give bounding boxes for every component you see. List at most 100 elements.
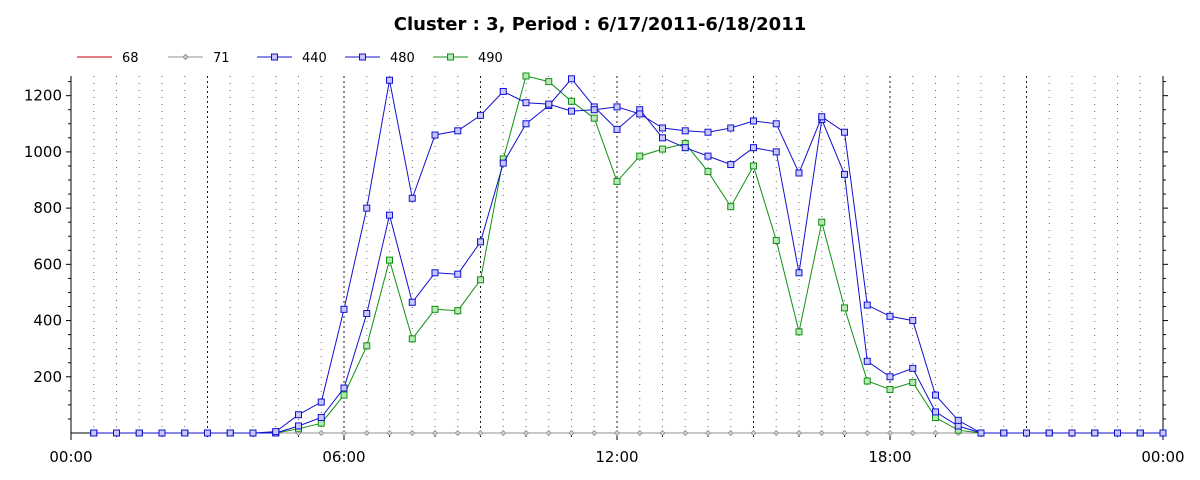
x-tick-label: 18:00 bbox=[868, 448, 911, 466]
data-point bbox=[1068, 429, 1076, 437]
data-point bbox=[863, 357, 871, 365]
data-point bbox=[477, 238, 484, 246]
data-point bbox=[727, 429, 734, 437]
data-point bbox=[659, 134, 666, 142]
data-point bbox=[727, 124, 735, 132]
data-point bbox=[522, 72, 530, 80]
data-point bbox=[386, 256, 393, 264]
data-point bbox=[340, 391, 348, 399]
data-point bbox=[841, 304, 848, 312]
data-point bbox=[727, 161, 735, 169]
data-point bbox=[727, 203, 735, 211]
data-point bbox=[1159, 429, 1167, 437]
data-point bbox=[795, 269, 803, 277]
legend-label: 71 bbox=[213, 51, 230, 66]
data-point bbox=[932, 429, 939, 437]
legend-item-440: 440 bbox=[257, 51, 327, 66]
data-point bbox=[818, 113, 826, 121]
legend-marker bbox=[447, 53, 454, 61]
data-point bbox=[454, 127, 462, 135]
data-point bbox=[295, 411, 302, 419]
data-point bbox=[795, 328, 803, 336]
data-point bbox=[408, 194, 416, 202]
data-point bbox=[363, 429, 370, 437]
y-tick-label: 200 bbox=[33, 368, 62, 386]
data-point bbox=[977, 429, 985, 437]
data-point bbox=[932, 408, 939, 416]
data-point bbox=[591, 429, 598, 437]
data-point bbox=[772, 120, 780, 128]
data-point bbox=[886, 373, 894, 381]
data-point bbox=[317, 414, 325, 422]
data-point bbox=[522, 120, 530, 128]
data-point bbox=[317, 419, 325, 427]
x-tick-label: 12:00 bbox=[595, 448, 638, 466]
data-point bbox=[386, 211, 393, 219]
data-point bbox=[522, 429, 530, 437]
data-point bbox=[750, 429, 757, 437]
data-point bbox=[499, 87, 507, 95]
legend-item-490: 490 bbox=[433, 51, 503, 66]
data-point bbox=[909, 364, 917, 372]
data-point bbox=[454, 270, 462, 278]
data-point bbox=[772, 236, 780, 244]
data-point bbox=[590, 114, 598, 122]
data-point bbox=[886, 312, 894, 320]
series-480 bbox=[90, 75, 1167, 437]
data-point bbox=[477, 111, 484, 119]
data-point bbox=[750, 162, 757, 170]
series-line-490 bbox=[93, 75, 1163, 434]
data-point bbox=[704, 128, 712, 136]
data-point bbox=[295, 422, 302, 430]
series-group bbox=[90, 72, 1167, 437]
data-point bbox=[568, 75, 575, 83]
data-point bbox=[135, 429, 143, 437]
chart-title: Cluster : 3, Period : 6/17/2011-6/18/201… bbox=[394, 14, 807, 35]
data-point bbox=[863, 301, 871, 309]
data-point bbox=[841, 429, 848, 437]
data-point bbox=[682, 429, 689, 437]
data-point bbox=[909, 429, 916, 437]
data-point bbox=[272, 428, 280, 436]
data-point bbox=[954, 416, 962, 424]
legend-label: 490 bbox=[478, 51, 503, 66]
legend-marker bbox=[182, 53, 189, 61]
data-point bbox=[681, 144, 689, 152]
data-point bbox=[750, 117, 757, 125]
data-point bbox=[363, 342, 371, 350]
data-point bbox=[818, 218, 826, 226]
data-point bbox=[886, 429, 894, 437]
data-point bbox=[1045, 429, 1053, 437]
data-point bbox=[909, 378, 917, 386]
series-490 bbox=[90, 72, 1167, 437]
series-line-480 bbox=[93, 78, 1163, 434]
data-point bbox=[568, 429, 575, 437]
data-point bbox=[226, 429, 234, 437]
series-line-440 bbox=[93, 80, 1163, 434]
data-point bbox=[704, 152, 712, 160]
data-point bbox=[522, 99, 530, 107]
legend-label: 68 bbox=[122, 51, 139, 66]
data-point bbox=[454, 429, 461, 437]
data-point bbox=[636, 152, 644, 160]
data-point bbox=[340, 305, 348, 313]
data-point bbox=[113, 429, 120, 437]
data-point bbox=[590, 106, 598, 114]
data-point bbox=[409, 429, 416, 437]
data-point bbox=[659, 124, 666, 132]
data-point bbox=[909, 317, 917, 325]
data-point bbox=[636, 429, 643, 437]
axes: 200 400 600 800 1000 1200 00:00 06:00 12:00 18:00… bbox=[24, 76, 1185, 466]
data-point bbox=[932, 391, 939, 399]
data-point bbox=[340, 384, 348, 392]
data-point bbox=[477, 276, 484, 284]
data-point bbox=[340, 429, 348, 437]
data-point bbox=[1091, 429, 1099, 437]
data-point bbox=[431, 131, 439, 139]
data-point bbox=[932, 414, 939, 422]
data-point bbox=[317, 398, 325, 406]
y-tick-label: 400 bbox=[33, 312, 62, 330]
data-point bbox=[841, 128, 848, 136]
data-point bbox=[431, 269, 439, 277]
